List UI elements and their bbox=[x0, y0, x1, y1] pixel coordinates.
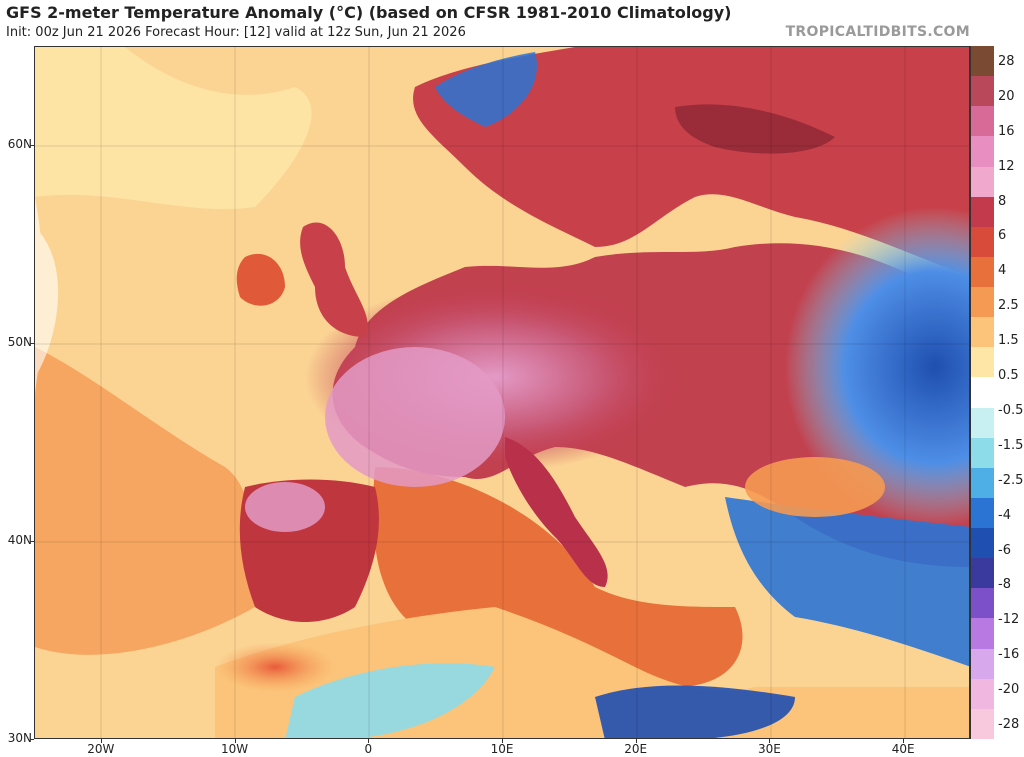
colorbar-swatch bbox=[970, 528, 994, 559]
colorbar-swatch bbox=[970, 347, 994, 378]
colorbar-swatch bbox=[970, 196, 994, 228]
colorbar-label: 4 bbox=[998, 263, 1007, 279]
latitude-tick-mark bbox=[30, 145, 34, 146]
colorbar-swatch bbox=[970, 317, 994, 348]
finland-hot-patch bbox=[675, 104, 835, 154]
colorbar-label: 16 bbox=[998, 123, 1015, 139]
longitude-tick-label: 40E bbox=[891, 742, 915, 756]
colorbar-swatch bbox=[970, 407, 994, 439]
colorbar-swatch bbox=[970, 678, 994, 710]
colorbar-label: 2.5 bbox=[998, 298, 1019, 314]
north-atlantic-mild-patch bbox=[35, 47, 312, 210]
black-sea bbox=[745, 457, 885, 517]
latitude-tick-label: 40N bbox=[7, 533, 32, 547]
forecast-subtitle: Init: 00z Jun 21 2026 Forecast Hour: [12… bbox=[6, 25, 466, 40]
colorbar-label: -12 bbox=[998, 612, 1020, 628]
longitude-tick-label: 10E bbox=[490, 742, 514, 756]
colorbar-swatch bbox=[970, 618, 994, 650]
colorbar-swatch bbox=[970, 588, 994, 619]
colorbar-label: -28 bbox=[998, 717, 1020, 732]
longitude-tick-label: 30E bbox=[757, 742, 781, 756]
norway-cold-patch bbox=[435, 52, 537, 127]
colorbar-label: 0.5 bbox=[998, 368, 1019, 384]
morocco-warm-patch bbox=[215, 642, 335, 692]
colorbar-label: 1.5 bbox=[998, 333, 1019, 349]
map-title: GFS 2-meter Temperature Anomaly (°C) (ba… bbox=[6, 3, 732, 22]
map-graphic bbox=[35, 47, 969, 738]
latitude-tick-label: 50N bbox=[7, 335, 32, 349]
longitude-tick-mark bbox=[769, 739, 771, 743]
colorbar-swatch bbox=[970, 136, 994, 168]
longitude-tick-mark bbox=[234, 739, 236, 743]
colorbar-label: -16 bbox=[998, 647, 1020, 663]
colorbar-swatch bbox=[970, 437, 994, 469]
colorbar-swatch bbox=[970, 648, 994, 680]
graticule bbox=[35, 47, 969, 738]
italy-peninsula bbox=[505, 437, 608, 587]
colorbar-label: -1.5 bbox=[998, 437, 1024, 453]
colorbar-swatch bbox=[970, 497, 994, 529]
anomaly-map bbox=[34, 46, 970, 739]
atlantic-neutral-patch bbox=[35, 197, 59, 397]
colorbar-label: -6 bbox=[998, 542, 1011, 558]
colorbar-label: -2.5 bbox=[998, 472, 1024, 488]
libya-cold-patch bbox=[595, 685, 795, 738]
colorbar-label: 28 bbox=[998, 54, 1015, 69]
latitude-tick-mark bbox=[30, 343, 34, 344]
longitude-tick-label: 10W bbox=[220, 742, 249, 756]
latitude-tick-label: 30N bbox=[7, 731, 32, 745]
colorbar-swatch bbox=[970, 106, 994, 137]
longitude-tick-label: 20E bbox=[624, 742, 648, 756]
colorbar-swatch bbox=[970, 558, 994, 589]
longitude-tick-mark bbox=[635, 739, 637, 743]
colorbar-legend: 28 20 16 12 8 6 4 2.5 1.5 0.5 -0.5 -1.5 -2.5 -4 -6 -8 -1… bbox=[970, 46, 1024, 740]
colorbar-swatch bbox=[970, 166, 994, 198]
atlantic-warm-patch bbox=[35, 347, 255, 655]
latitude-tick-mark bbox=[30, 541, 34, 542]
longitude-tick-mark bbox=[903, 739, 905, 743]
colorbar-label: 12 bbox=[998, 158, 1015, 174]
colorbar-swatch bbox=[970, 377, 994, 409]
longitude-tick-label: 0 bbox=[364, 742, 373, 756]
colorbar-label: 6 bbox=[998, 228, 1007, 244]
colorbar-swatch bbox=[970, 287, 994, 318]
colorbar-label: -0.5 bbox=[998, 402, 1024, 418]
longitude-tick-label: 20W bbox=[87, 742, 115, 756]
colorbar-swatch bbox=[970, 226, 994, 258]
colorbar-swatch bbox=[970, 256, 994, 288]
colorbar-swatch bbox=[970, 76, 994, 107]
colorbar-swatch bbox=[970, 467, 994, 499]
latitude-tick-label: 60N bbox=[7, 137, 32, 151]
brand-watermark: TROPICALTIDBITS.COM bbox=[785, 24, 970, 40]
scandinavia-landmass bbox=[413, 47, 969, 277]
latitude-tick-mark bbox=[30, 739, 34, 740]
colorbar-swatch bbox=[970, 46, 994, 77]
ireland bbox=[236, 253, 285, 306]
eastern-cold-anomaly bbox=[785, 207, 969, 527]
longitude-tick-mark bbox=[100, 739, 102, 743]
sahara-cool-patch bbox=[285, 663, 495, 738]
turkey-cold-anomaly bbox=[725, 497, 969, 667]
colorbar-label: -8 bbox=[998, 577, 1011, 593]
iberia-warm-core bbox=[245, 482, 325, 532]
colorbar-label: 20 bbox=[998, 88, 1015, 104]
france-warm-core bbox=[325, 347, 505, 487]
colorbar-label: -4 bbox=[998, 507, 1011, 523]
colorbar-label: -20 bbox=[998, 682, 1020, 698]
colorbar-swatch bbox=[970, 708, 994, 740]
longitude-tick-mark bbox=[502, 739, 503, 743]
great-britain bbox=[300, 222, 368, 337]
longitude-tick-mark bbox=[368, 739, 370, 743]
colorbar-label: 8 bbox=[998, 193, 1007, 209]
